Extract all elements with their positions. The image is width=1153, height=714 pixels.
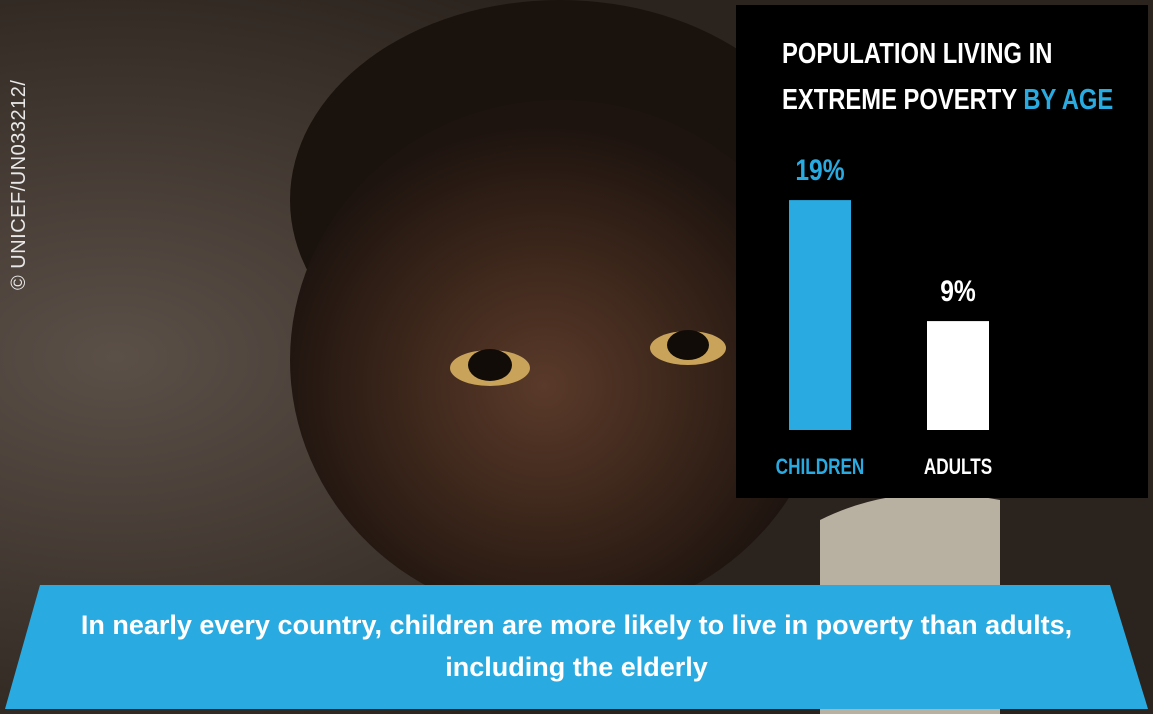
- category-label: ADULTS: [924, 455, 992, 480]
- value-label: 19%: [795, 153, 844, 187]
- title-text: POPULATION LIVING IN EXTREME POVERTY: [782, 38, 1053, 116]
- value-label: 9%: [940, 274, 976, 308]
- photo-credit: © UNICEF/UN033212/: [8, 79, 30, 290]
- caption-banner: [5, 585, 1148, 709]
- chart-panel: POPULATION LIVING IN EXTREME POVERTY BY …: [736, 5, 1148, 498]
- chart: 19% CHILDREN 9% ADULTS: [776, 153, 992, 480]
- title-highlight: BY AGE: [1023, 84, 1114, 116]
- chart-title: POPULATION LIVING IN EXTREME POVERTY BY …: [782, 31, 1143, 123]
- caption: In nearly every country, children are mo…: [80, 610, 1073, 682]
- bar: [789, 200, 851, 430]
- bar: [927, 321, 989, 430]
- banner-shape: [5, 585, 1148, 709]
- category-label: CHILDREN: [776, 455, 865, 480]
